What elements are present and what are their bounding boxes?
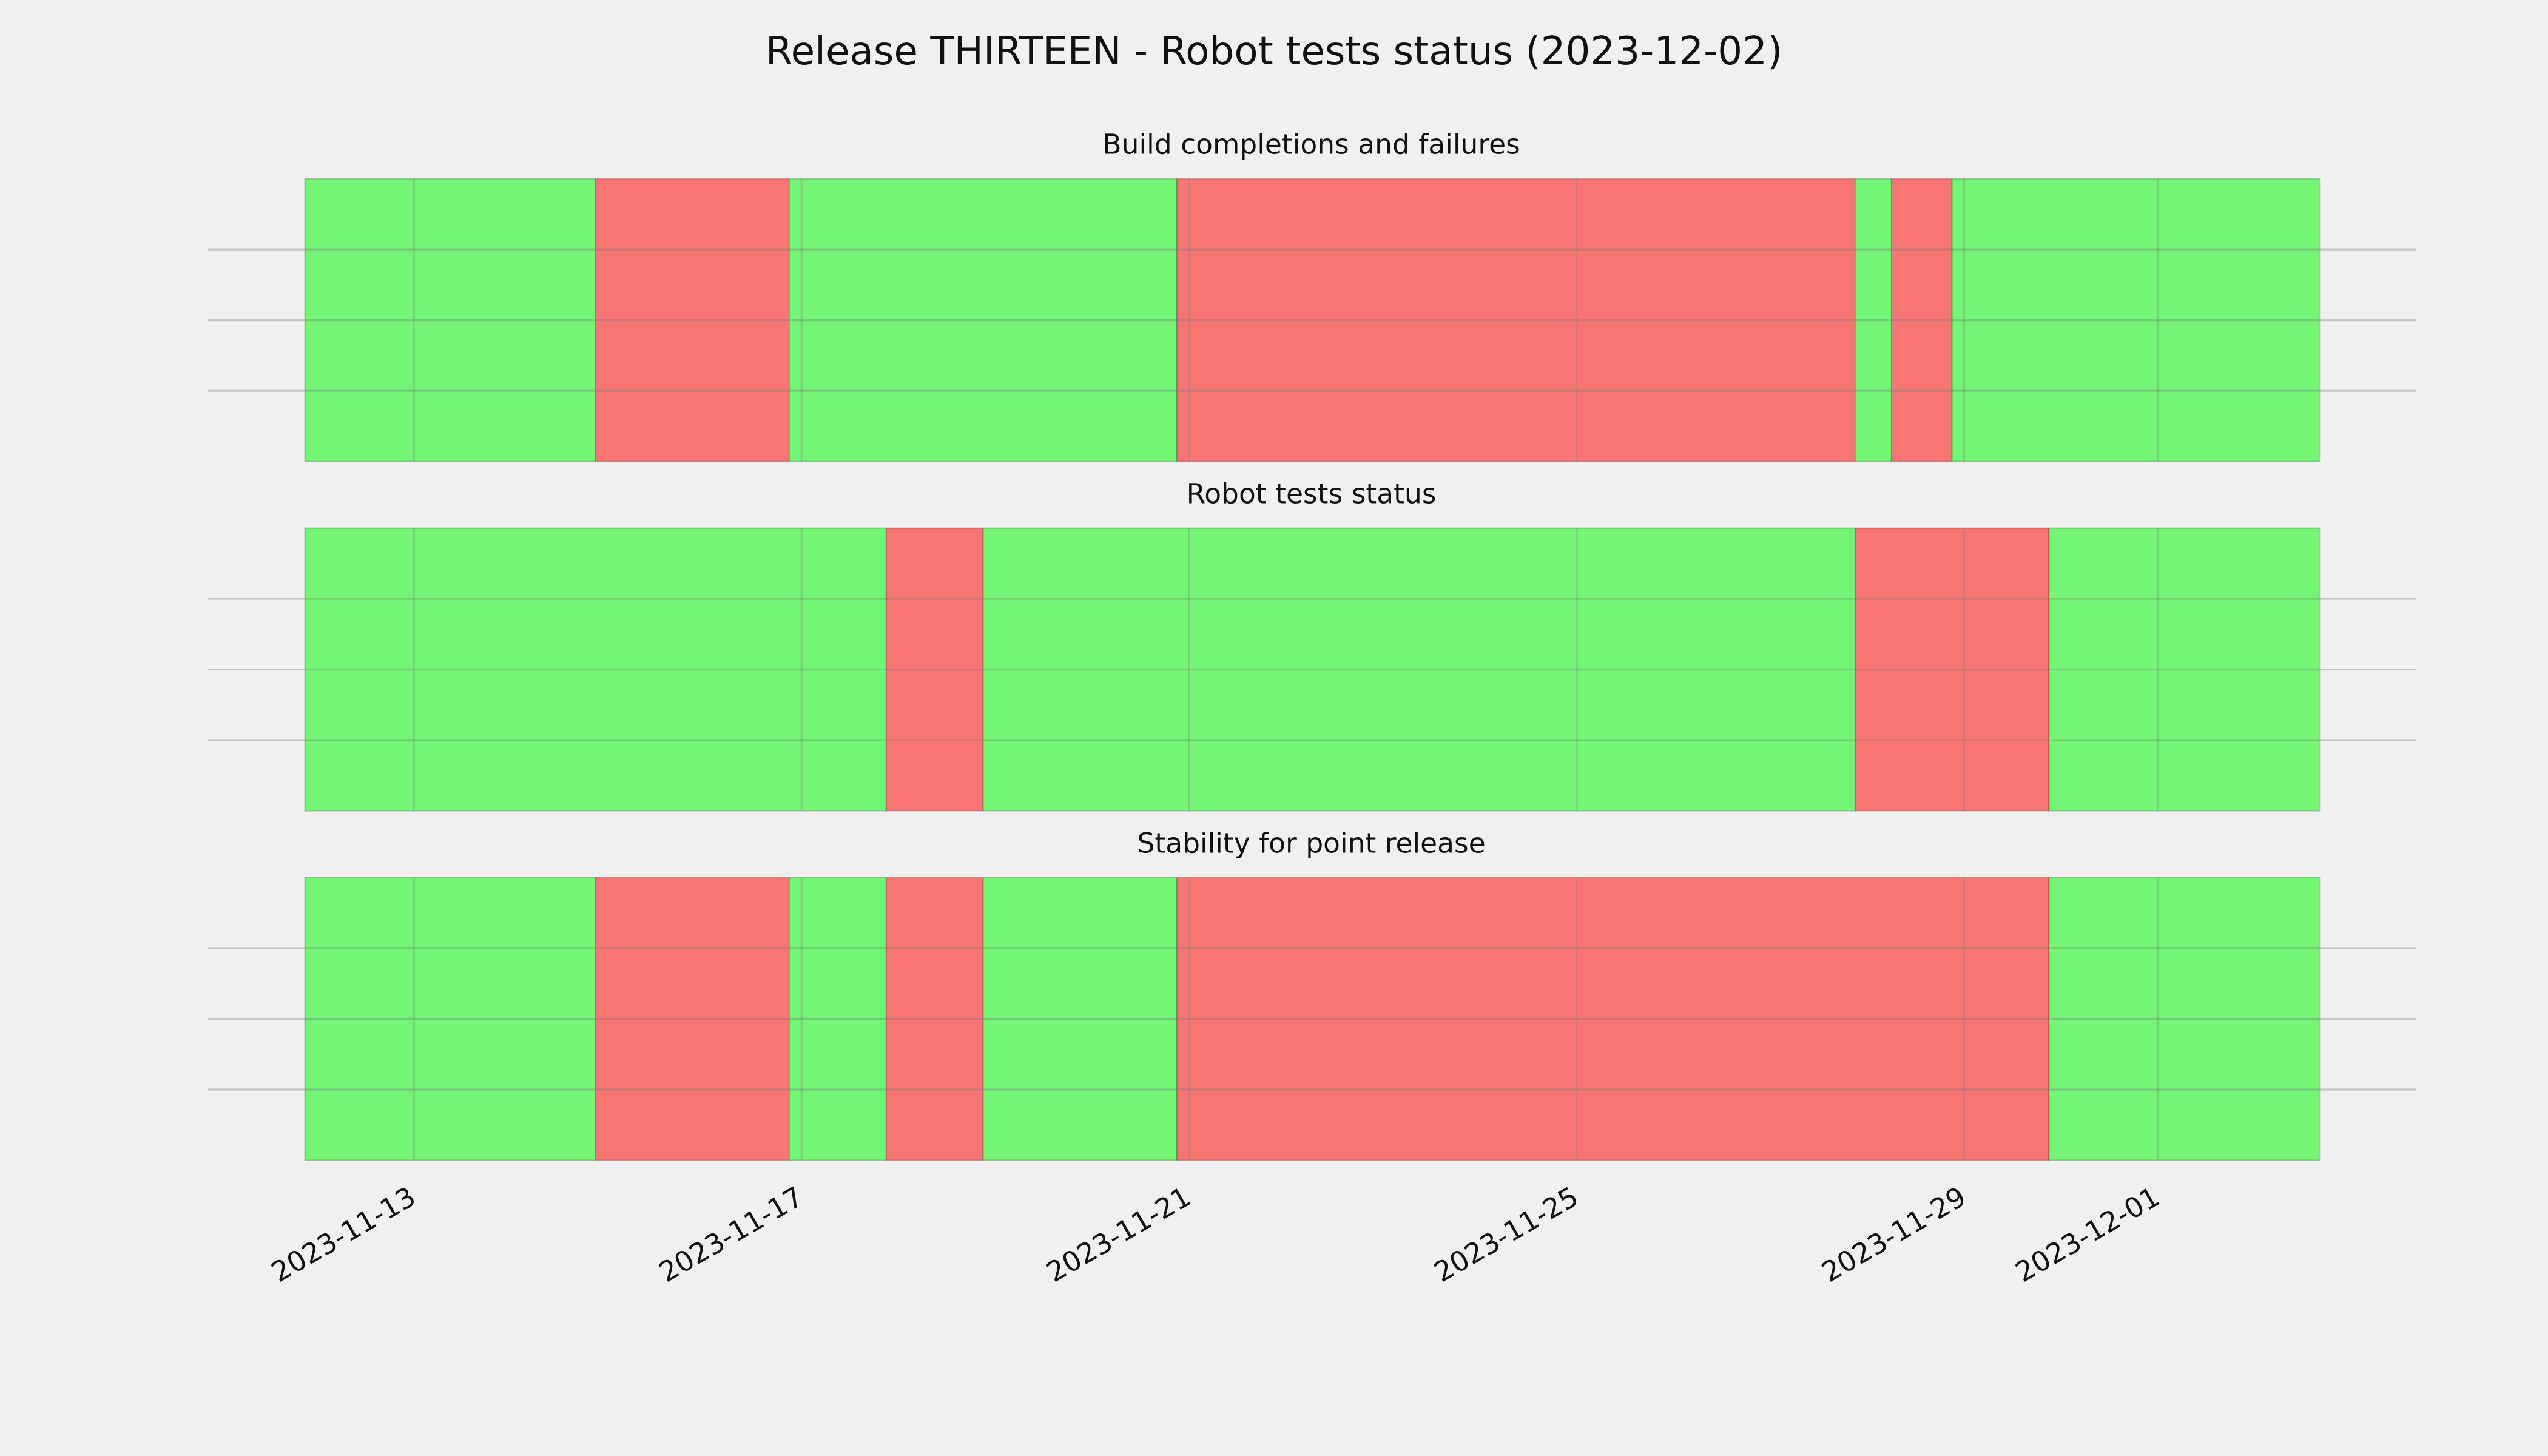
status-span <box>304 178 596 462</box>
status-span <box>885 877 984 1161</box>
status-span <box>1854 178 1892 462</box>
subplot-title: Build completions and failures <box>1102 129 1520 161</box>
subplot-title: Robot tests status <box>1187 477 1437 510</box>
status-span <box>1951 178 2320 462</box>
status-span <box>1854 527 2050 812</box>
status-span <box>595 877 790 1161</box>
status-span <box>1890 178 1953 462</box>
status-span <box>885 527 984 812</box>
status-span <box>304 877 596 1161</box>
status-span <box>982 527 1856 812</box>
status-span <box>2048 877 2320 1161</box>
status-span <box>789 877 887 1161</box>
status-span <box>982 877 1178 1161</box>
subplot-title: Stability for point release <box>1137 827 1485 859</box>
status-span <box>595 178 790 462</box>
status-span <box>304 527 887 812</box>
chart-title: Release THIRTEEN - Robot tests status (2… <box>766 29 1782 74</box>
status-span <box>1176 877 2050 1161</box>
status-span <box>1176 178 1856 462</box>
status-span <box>2048 527 2320 812</box>
status-span <box>789 178 1178 462</box>
